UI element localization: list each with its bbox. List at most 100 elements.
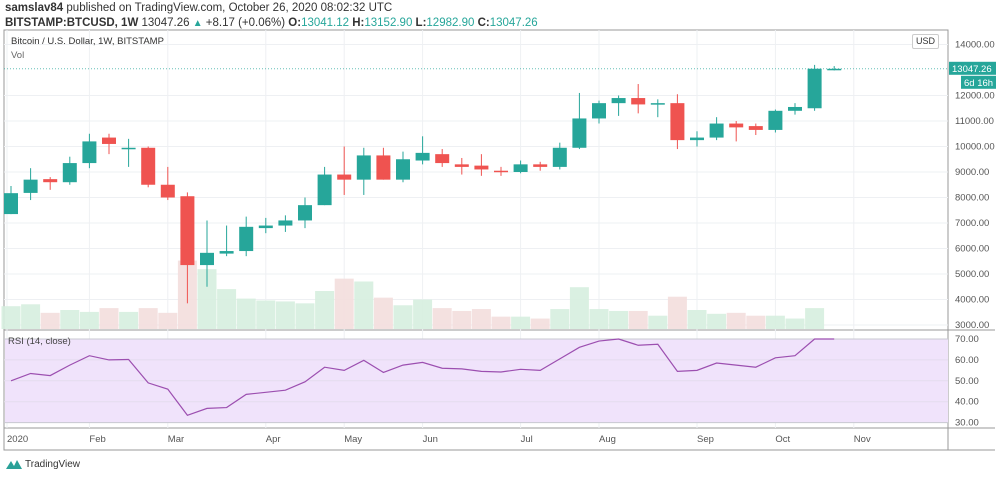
- candle-body: [180, 196, 195, 266]
- candle-body: [494, 170, 508, 173]
- candle: [102, 133, 116, 155]
- candle: [454, 157, 469, 175]
- candle: [376, 147, 391, 180]
- candle-body: [474, 165, 489, 170]
- candle-body: [435, 154, 450, 164]
- price-tag-label: 13047.26: [952, 64, 992, 75]
- time-tick-label: May: [344, 434, 362, 445]
- volume-bar: [60, 310, 80, 329]
- volume-bar: [334, 278, 354, 329]
- candle: [356, 147, 371, 195]
- price-tick-label: 4000.00: [955, 295, 989, 306]
- time-tick-label: Feb: [89, 434, 105, 445]
- candle: [278, 215, 293, 232]
- volume-bar: [236, 298, 256, 329]
- author[interactable]: samslav84: [5, 2, 64, 14]
- candle-body: [258, 225, 273, 229]
- volume-bar: [667, 296, 687, 329]
- volume-bar: [452, 310, 472, 329]
- volume-bar: [530, 318, 550, 329]
- candle-body: [23, 179, 38, 193]
- close-value: 13047.26: [489, 17, 538, 29]
- candle: [592, 100, 606, 124]
- up-arrow-icon: ▲: [192, 18, 203, 29]
- time-tick-label: Oct: [775, 434, 790, 445]
- countdown-label: 6d 16h: [964, 78, 993, 89]
- volume-bar: [550, 309, 570, 329]
- candle: [709, 117, 724, 141]
- volume-bar: [315, 291, 335, 329]
- pane-title: Bitcoin / U.S. Dollar, 1W, BITSTAMP: [11, 36, 164, 47]
- volume-bar: [413, 299, 433, 329]
- volume-bar: [648, 315, 668, 329]
- candle-body: [337, 174, 352, 180]
- candle-body: [768, 110, 783, 130]
- volume-bar: [785, 318, 805, 329]
- candle-body: [650, 103, 665, 105]
- candle: [121, 138, 136, 167]
- candle-body: [690, 137, 704, 141]
- candle-body: [298, 205, 312, 221]
- candle-body: [317, 174, 332, 206]
- volume-bar: [609, 310, 629, 329]
- volume-bar: [393, 305, 413, 329]
- volume-bar: [217, 289, 237, 329]
- volume-bar: [1, 306, 21, 329]
- candle: [317, 166, 332, 206]
- low-value: 12982.90: [426, 17, 475, 29]
- candle-body: [709, 123, 724, 138]
- candle: [239, 216, 254, 257]
- volume-bar: [726, 312, 746, 329]
- rsi-tick-label: 60.00: [955, 355, 979, 366]
- volume-bar: [354, 281, 374, 329]
- volume-bar: [432, 308, 452, 329]
- candle: [611, 95, 626, 116]
- volume-bar: [119, 311, 139, 329]
- volume-bar: [295, 303, 315, 329]
- volume-bar: [471, 309, 491, 329]
- volume-bar: [197, 269, 217, 329]
- candle: [219, 225, 234, 257]
- candle-body: [415, 152, 430, 161]
- candle: [337, 146, 352, 195]
- price-tick-label: 8000.00: [955, 193, 989, 204]
- volume-bar: [569, 287, 589, 329]
- candle: [788, 103, 802, 115]
- candle: [650, 99, 665, 118]
- price-tick-label: 14000.00: [955, 40, 995, 51]
- volume-bar: [256, 300, 276, 329]
- candle-body: [4, 193, 18, 215]
- candle-body: [827, 68, 842, 71]
- candle: [82, 133, 97, 169]
- tradingview-logo[interactable]: TradingView: [6, 458, 80, 470]
- candle: [670, 94, 685, 150]
- candle: [435, 149, 450, 167]
- price-tag: [949, 61, 996, 75]
- candle: [258, 217, 273, 234]
- candle: [690, 131, 704, 147]
- time-tick-label: Apr: [266, 434, 281, 445]
- volume-bar: [138, 308, 158, 329]
- open-label: O:: [288, 17, 302, 29]
- symbol-info: BITSTAMP:BTCUSD, 1W 13047.26 ▲ +8.17 (+0…: [5, 17, 538, 30]
- brand-name: TradingView: [25, 458, 81, 470]
- publish-info: samslav84 published on TradingView.com, …: [5, 2, 392, 15]
- volume-bar: [158, 312, 178, 329]
- currency-button[interactable]: USD: [912, 34, 940, 49]
- candle-body: [376, 155, 391, 180]
- time-tick-label: Jul: [521, 434, 533, 445]
- publish-date: published on TradingView.com, October 26…: [66, 2, 393, 14]
- candle-body: [592, 103, 606, 119]
- candle-body: [513, 164, 528, 172]
- price-tick-label: 10000.00: [955, 142, 995, 153]
- volume-bar: [275, 301, 295, 329]
- time-tick-label: Mar: [168, 434, 184, 445]
- symbol: BITSTAMP:BTCUSD, 1W: [5, 17, 139, 29]
- open-value: 13041.12: [301, 17, 350, 29]
- candle-body: [356, 155, 371, 180]
- countdown-tag: [961, 75, 996, 89]
- candle: [415, 136, 430, 165]
- candle: [298, 197, 312, 229]
- candle-body: [219, 251, 234, 254]
